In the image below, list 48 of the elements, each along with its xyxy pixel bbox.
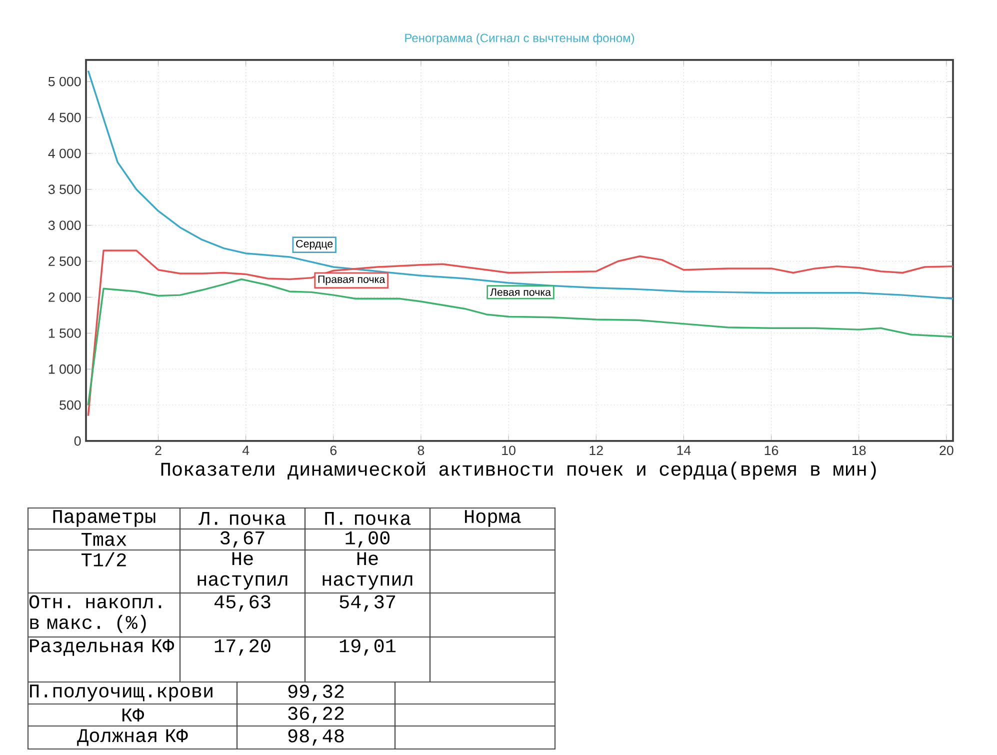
text: 17,20 bbox=[214, 639, 270, 656]
chart-title: Ренограмма (Сигнал с вычтеным фоном) bbox=[405, 33, 634, 45]
text: Раздельная КФ bbox=[30, 639, 174, 656]
x-tick-label: 16 bbox=[764, 446, 778, 456]
y-tick-label: 2 500 bbox=[48, 256, 81, 266]
text: Tmax bbox=[82, 533, 126, 546]
series-label: Левая почка bbox=[490, 288, 552, 296]
y-tick-label: 5 000 bbox=[48, 76, 81, 86]
x-tick-label: 12 bbox=[590, 446, 603, 456]
text: Не наступил bbox=[322, 552, 412, 590]
text: 98,48 bbox=[288, 729, 344, 746]
x-tick-label: 2 bbox=[155, 446, 162, 456]
text: Л. почка bbox=[198, 512, 286, 525]
text: КФ bbox=[122, 708, 144, 722]
text: Параметры bbox=[53, 510, 156, 527]
y-tick-label: 3 000 bbox=[48, 220, 81, 230]
text: 99,32 bbox=[288, 684, 344, 702]
series-label: Сердце bbox=[296, 240, 333, 250]
text: П. почка bbox=[325, 512, 411, 525]
text: Отн. накопл. в макс. (%) bbox=[29, 595, 162, 633]
x-tick-label: 8 bbox=[418, 446, 424, 456]
y-tick-label: 1 000 bbox=[48, 364, 81, 374]
text: Норма bbox=[465, 510, 521, 527]
text: 1,00 bbox=[346, 531, 390, 548]
y-tick-label: 500 bbox=[60, 400, 81, 410]
text: T1/2 bbox=[82, 552, 126, 566]
text: Не наступил bbox=[198, 552, 288, 590]
y-tick-label: 4 500 bbox=[48, 112, 81, 122]
series-label: Правая почка bbox=[318, 276, 386, 286]
text: 45,63 bbox=[214, 595, 270, 612]
text: 3,67 bbox=[220, 531, 264, 548]
x-axis-title: Показатели динамической активности почек и сердца(время в мин) bbox=[161, 462, 876, 480]
y-tick-label: 0 bbox=[74, 436, 81, 446]
x-tick-label: 10 bbox=[502, 446, 516, 456]
x-tick-label: 4 bbox=[242, 446, 250, 455]
y-tick-label: 2 000 bbox=[48, 292, 81, 302]
y-tick-label: 1 500 bbox=[48, 328, 81, 338]
x-tick-label: 14 bbox=[677, 446, 691, 455]
x-tick-label: 6 bbox=[330, 446, 337, 456]
text: Должная КФ bbox=[77, 729, 188, 746]
y-tick-label: 4 000 bbox=[48, 148, 81, 158]
text: 19,01 bbox=[340, 639, 396, 656]
text: П.полуочищ.крови bbox=[30, 684, 212, 702]
text: 54,37 bbox=[340, 595, 395, 612]
x-tick-label: 20 bbox=[940, 446, 954, 456]
y-tick-label: 3 500 bbox=[48, 184, 81, 194]
x-tick-label: 18 bbox=[852, 446, 866, 456]
text: 36,22 bbox=[288, 706, 344, 724]
